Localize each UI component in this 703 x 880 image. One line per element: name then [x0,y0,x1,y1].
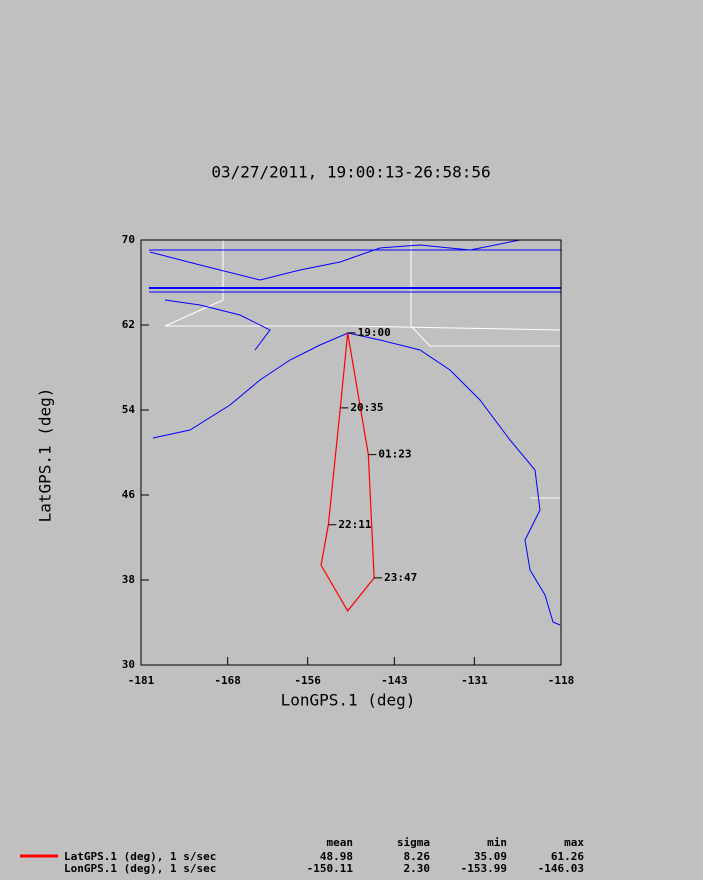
x-tick-label: -156 [294,674,321,687]
stats-value: 35.09 [474,850,507,863]
stats-name: LatGPS.1 (deg), 1 s/sec [64,850,216,863]
stats-header: min [487,836,507,849]
x-tick-label: -118 [548,674,575,687]
x-tick-label: -131 [461,674,488,687]
y-tick-label: 62 [122,318,135,331]
coast [164,299,271,351]
x-tick-label: -181 [128,674,155,687]
y-tick-label: 54 [122,403,136,416]
time-label: 19:00 [358,326,391,339]
x-axis-label: LonGPS.1 (deg) [281,691,416,710]
x-tick-label: -143 [381,674,408,687]
stats-header: sigma [397,836,430,849]
map-background [149,239,562,626]
coast [152,332,561,626]
time-label: 23:47 [384,571,417,584]
coast [149,239,521,281]
border [164,240,562,331]
plot-frame [140,239,562,666]
y-axis-label: LatGPS.1 (deg) [36,388,55,523]
y-tick-label: 30 [122,658,135,671]
stats-value: 48.98 [320,850,353,863]
time-label: 20:35 [350,401,383,414]
track-line [320,332,375,612]
stats-value: -150.11 [307,862,354,875]
x-tick-label: -168 [214,674,241,687]
y-tick-label: 38 [122,573,135,586]
time-label: 01:23 [378,448,411,461]
stats-value: 8.26 [404,850,431,863]
stats-name: LonGPS.1 (deg), 1 s/sec [64,862,216,875]
y-tick-label: 46 [122,488,136,501]
time-label: 22:11 [338,518,371,531]
chart-title: 03/27/2011, 19:00:13-26:58:56 [211,163,490,182]
stats-value: -146.03 [538,862,584,875]
border [410,240,561,347]
y-tick-label: 70 [122,233,135,246]
stats-value: 61.26 [551,850,584,863]
stats-value: -153.99 [461,862,507,875]
stats-header: mean [327,836,354,849]
stats-value: 2.30 [404,862,431,875]
stats-header: max [564,836,584,849]
